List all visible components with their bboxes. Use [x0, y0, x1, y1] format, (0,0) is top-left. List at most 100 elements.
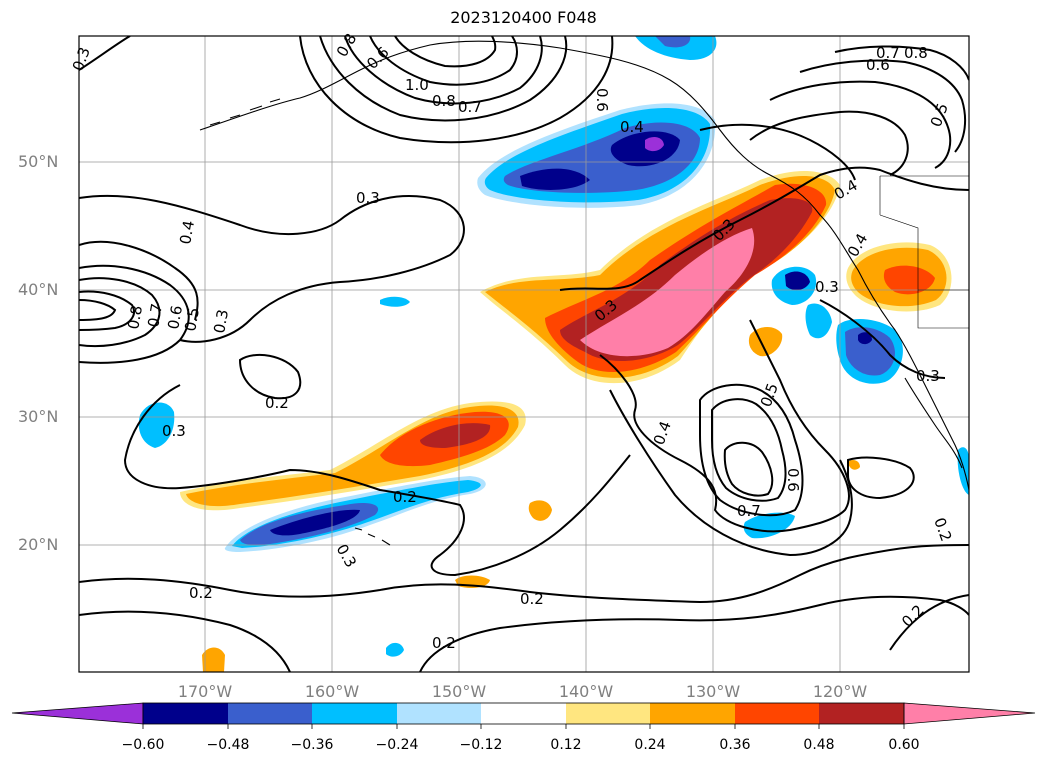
contour-north-low4: [394, 36, 497, 68]
contour-label: 0.4: [176, 219, 198, 246]
colorbar-seg-8: [735, 703, 819, 724]
negative-anomaly-navy-goa2: [610, 131, 680, 167]
contour-label: 0.2: [930, 515, 955, 544]
positive-anomaly-pink: [580, 228, 755, 357]
contour-label: 0.5: [181, 306, 203, 333]
negative-anomaly-sw-coast-blue: [845, 327, 895, 376]
lon-label-160w: 160°W: [304, 682, 360, 701]
colorbar-tick-label: 0.12: [550, 737, 582, 753]
aleutian-islands: [209, 98, 281, 126]
graticule: [79, 36, 969, 672]
colorbar-tick-label: 0.36: [719, 737, 751, 753]
colorbar-seg-6: [566, 703, 650, 724]
positive-anomaly-small5: [848, 459, 860, 470]
negative-anomaly-top-navy: [655, 36, 691, 48]
colorbar-tick-label: −0.12: [459, 737, 503, 753]
lon-label-170w: 170°W: [177, 682, 233, 701]
contour-label: 0.7: [737, 502, 761, 520]
alaska-coast: [199, 40, 969, 491]
contour-label: 0.2: [432, 634, 456, 652]
contour-label: 0.4: [650, 419, 675, 448]
contour-label: 0.3: [356, 189, 380, 207]
contour-0.7-north: [799, 59, 967, 153]
contour-label: 0.7: [458, 98, 482, 116]
contour-label: 0.7: [144, 302, 166, 329]
contour-0.5-loop: [699, 383, 804, 517]
contour-north-low3: [369, 36, 518, 86]
contour-0.2-far-east: [889, 594, 969, 651]
negative-anomaly-navy-sub: [270, 509, 360, 536]
colorbar-seg-7: [650, 703, 735, 724]
contour-northwest: [79, 36, 131, 71]
contour-west-high2: [79, 277, 161, 348]
lat-label-30n: 30°N: [18, 407, 59, 426]
contour-label: 0.3: [333, 541, 361, 571]
contour-0.2-bottom: [79, 610, 291, 672]
colorbar-seg-4: [397, 703, 481, 724]
contour-0.3-ne: [819, 299, 946, 379]
lon-label-130w: 130°W: [685, 682, 741, 701]
contour-0.2-south: [79, 544, 969, 604]
negative-anomaly-small-mid: [380, 296, 410, 307]
contour-label: 0.3: [916, 367, 940, 385]
contour-0.3-mid: [79, 194, 465, 343]
contour-label: 0.6: [164, 304, 186, 331]
negative-anomaly-navy-goa: [520, 168, 590, 190]
contour-label: 0.2: [265, 394, 289, 412]
baja-coast: [904, 377, 963, 469]
lon-label-120w: 120°W: [812, 682, 868, 701]
contour-label: 0.8: [904, 44, 928, 62]
colorbar-tick-label: 0.48: [803, 737, 835, 753]
contour-river-lower: [599, 319, 850, 533]
colorbar-tick-label: −0.60: [121, 737, 165, 753]
colorbar-tick-label: 0.24: [634, 737, 666, 753]
contour-0.3-big: [123, 384, 631, 577]
contour-west-high: [79, 264, 190, 364]
negative-anomaly-south: [743, 512, 795, 539]
map-title: 2023120400 F048: [450, 8, 597, 27]
negative-anomaly-west: [138, 402, 175, 448]
colorbar-seg-3: [312, 703, 397, 724]
colorbar-tick-label: 0.60: [888, 737, 920, 753]
contour-label: 0.3: [210, 308, 232, 335]
shaded-anomaly-fields: [138, 36, 969, 672]
colorbar-extend-right: [903, 702, 1036, 725]
contour-label: 0.8: [432, 92, 456, 110]
colorbar-extend-left: [11, 702, 144, 725]
contour-label: 0.6: [593, 88, 611, 112]
contour-north-low5: [299, 36, 614, 144]
colorbar-seg-1: [143, 703, 228, 724]
contour-label: 0.2: [393, 488, 417, 506]
positive-anomaly-darkred-subtropical: [420, 423, 491, 448]
lat-label-20n: 20°N: [18, 535, 59, 554]
contour-label: 0.3: [815, 278, 839, 296]
contour-label: 0.7: [876, 44, 900, 62]
contour-label: 0.3: [69, 45, 94, 74]
lat-label-50n: 50°N: [18, 152, 59, 171]
contour-lines: [79, 36, 969, 672]
contour-0.2-center: [238, 353, 302, 400]
colorbar-seg-9: [819, 703, 904, 724]
state-borders: [879, 175, 969, 329]
negative-anomaly-sw-coast-navy: [858, 332, 872, 345]
negative-anomaly-purple-goa: [645, 137, 664, 152]
lon-label-140w: 140°W: [558, 682, 614, 701]
contour-north-low2: [344, 36, 543, 105]
colorbar-seg-5: [481, 703, 566, 724]
contour-0.7-loop: [723, 441, 774, 497]
positive-anomaly-small4: [202, 647, 225, 672]
lon-label-150w: 150°W: [431, 682, 487, 701]
contour-0.5-north: [749, 110, 909, 176]
contour-north-low: [319, 36, 568, 122]
plot-frame: [78, 35, 970, 673]
negative-anomaly-coast2: [805, 303, 832, 339]
contour-0.4-north: [699, 123, 856, 181]
positive-anomaly-east1-red: [883, 265, 935, 295]
contour-label: 0.2: [189, 584, 213, 602]
contour-0.4-upper: [79, 240, 199, 321]
contour-label: 0.2: [898, 601, 928, 631]
contour-west-high4: [79, 299, 117, 321]
contour-label: 0.6: [784, 468, 802, 492]
contour-river-0.3: [559, 166, 969, 291]
lat-label-40n: 40°N: [18, 280, 59, 299]
